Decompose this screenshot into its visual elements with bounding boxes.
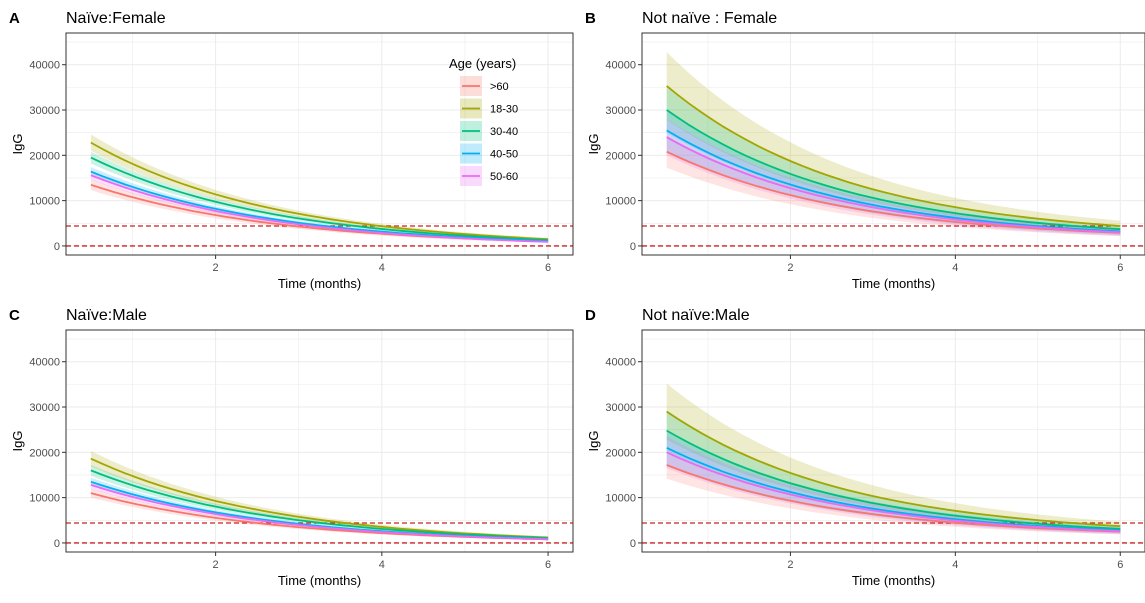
x-tick-label: 2	[787, 262, 793, 274]
series-line	[90, 469, 549, 539]
y-tick-label: 40000	[29, 60, 60, 72]
x-tick-label: 4	[952, 559, 958, 571]
y-tick-label: 0	[54, 538, 60, 550]
x-tick-label: 2	[787, 559, 793, 571]
series-line	[666, 464, 1121, 533]
y-tick-label: 30000	[29, 402, 60, 414]
series-line	[666, 446, 1121, 532]
y-tick-label: 0	[630, 538, 636, 550]
confidence-band	[666, 410, 1121, 533]
y-tick-label: 10000	[605, 493, 636, 505]
legend: Age (years) >60 18-30 30-40 40-50 50-60	[449, 56, 518, 186]
y-axis-label: IgG	[586, 134, 601, 155]
x-tick-label: 2	[213, 559, 219, 571]
series-line	[90, 457, 549, 539]
series-line	[90, 174, 549, 243]
series-line	[90, 170, 549, 242]
confidence-band	[90, 134, 549, 241]
y-axis-label: IgG	[586, 431, 601, 452]
legend-item: 18-30	[460, 98, 518, 119]
x-axis-label: Time (months)	[852, 573, 935, 588]
legend-item: 40-50	[460, 143, 518, 164]
y-tick-label: 40000	[605, 357, 636, 369]
legend-label: >60	[490, 81, 509, 93]
x-tick-label: 6	[545, 559, 551, 571]
panel-title: Naïve:Female	[66, 10, 166, 27]
y-tick-label: 10000	[29, 493, 60, 505]
series-line	[90, 156, 549, 241]
plot-area	[642, 330, 1145, 552]
legend-label: 18-30	[490, 104, 518, 116]
legend-item: >60	[460, 76, 509, 96]
y-tick-label: 0	[630, 241, 636, 253]
confidence-band	[90, 488, 549, 541]
y-tick-label: 20000	[29, 150, 60, 162]
panel-a: A Naïve:Female 0 10000 20000 30000 40000 2 4 6 Tim…	[9, 10, 574, 291]
y-tick-label: 30000	[605, 105, 636, 117]
panel-c: C Naïve:Male 0 10000 20000 30000 40000 2 4 6 Time …	[9, 307, 574, 588]
legend-label: 40-50	[490, 149, 518, 161]
x-tick-label: 6	[1117, 262, 1123, 274]
series-line	[666, 136, 1121, 234]
series-line	[666, 129, 1121, 233]
panel-border	[65, 32, 574, 256]
x-axis-label: Time (months)	[852, 276, 935, 291]
panel-border	[641, 32, 1145, 256]
y-tick-label: 20000	[29, 447, 60, 459]
series-line	[90, 141, 549, 240]
x-tick-label: 4	[379, 262, 385, 274]
panel-b: B Not naïve : Female 0 10000 20000 30000 40000…	[585, 10, 1145, 291]
confidence-band	[90, 465, 549, 539]
legend-title: Age (years)	[449, 56, 516, 71]
panel-border	[641, 329, 1145, 553]
legend-label: 30-40	[490, 126, 518, 138]
x-tick-label: 6	[1117, 559, 1123, 571]
series-line	[666, 150, 1121, 234]
x-axis-label: Time (months)	[278, 573, 361, 588]
plot-area	[642, 33, 1145, 255]
series-line	[666, 85, 1121, 227]
y-axis-label: IgG	[10, 431, 25, 452]
x-tick-label: 4	[379, 559, 385, 571]
confidence-band	[666, 52, 1121, 232]
legend-item: 50-60	[460, 166, 518, 186]
panel-title: Not naïve : Female	[642, 10, 777, 27]
y-tick-label: 20000	[605, 150, 636, 162]
panel-letter: A	[9, 10, 20, 27]
y-tick-label: 40000	[29, 357, 60, 369]
series-line	[666, 429, 1121, 530]
series-line	[666, 109, 1121, 231]
y-tick-label: 10000	[605, 196, 636, 208]
y-axis-label: IgG	[10, 134, 25, 155]
series-line	[666, 410, 1121, 528]
confidence-band	[90, 451, 549, 539]
confidence-band	[90, 179, 549, 243]
y-tick-label: 30000	[29, 105, 60, 117]
y-tick-label: 30000	[605, 402, 636, 414]
y-tick-label: 20000	[605, 447, 636, 459]
panel-border	[65, 329, 574, 553]
panel-letter: B	[585, 10, 596, 27]
legend-label: 50-60	[490, 171, 518, 183]
panel-letter: C	[9, 307, 20, 324]
y-tick-label: 0	[54, 241, 60, 253]
y-tick-label: 40000	[605, 60, 636, 72]
y-tick-label: 10000	[29, 196, 60, 208]
series-line	[90, 484, 549, 541]
x-tick-label: 4	[952, 262, 958, 274]
x-tick-label: 6	[545, 262, 551, 274]
plot-area	[66, 330, 573, 552]
x-axis-label: Time (months)	[278, 276, 361, 291]
x-tick-label: 2	[213, 262, 219, 274]
panel-title: Naïve:Male	[66, 307, 147, 324]
panel-d: D Not naïve:Male 0 10000 20000 30000 40000 2 4 6 T…	[585, 307, 1145, 588]
panel-letter: D	[585, 307, 596, 324]
legend-item: 30-40	[460, 121, 518, 141]
series-line	[666, 451, 1121, 533]
panel-title: Not naïve:Male	[642, 307, 750, 324]
confidence-band	[90, 151, 549, 241]
